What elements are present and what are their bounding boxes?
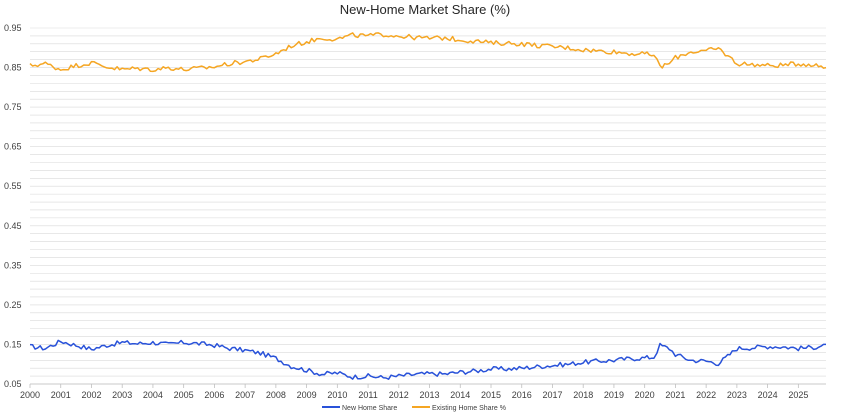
x-tick-label: 2003 [112, 390, 132, 400]
x-tick-label: 2013 [420, 390, 440, 400]
x-tick-label: 2015 [481, 390, 501, 400]
y-tick-label: 0.15 [4, 339, 22, 349]
x-tick-label: 2011 [358, 390, 377, 400]
x-tick-label: 2005 [174, 390, 194, 400]
x-tick-label: 2006 [204, 390, 224, 400]
x-tick-label: 2023 [727, 390, 747, 400]
x-tick-label: 2014 [450, 390, 470, 400]
x-tick-label: 2025 [788, 390, 808, 400]
x-tick-label: 2024 [758, 390, 778, 400]
x-tick-label: 2012 [389, 390, 409, 400]
x-tick-label: 2002 [81, 390, 101, 400]
y-tick-label: 0.85 [4, 63, 22, 73]
legend-label: New Home Share [342, 405, 397, 412]
y-tick-label: 0.95 [4, 23, 22, 33]
x-tick-label: 2007 [235, 390, 255, 400]
x-tick-label: 2022 [696, 390, 716, 400]
x-tick-label: 2018 [573, 390, 593, 400]
series-line-existing-home-share [29, 32, 827, 73]
series-line-new-home-share [29, 339, 826, 380]
x-tick-label: 2017 [542, 390, 562, 400]
x-axis: 2000 2001 2002 2003 2004 2005 2006 2007 2008 2009… [20, 383, 826, 400]
x-tick-label: 2000 [20, 390, 40, 400]
legend: New Home Share Existing Home Share % [322, 405, 506, 412]
chart-title: New-Home Market Share (%) [340, 2, 511, 17]
x-tick-label: 2004 [143, 390, 163, 400]
y-tick-label: 0.55 [4, 181, 22, 191]
y-tick-label: 0.45 [4, 221, 22, 231]
y-tick-label: 0.65 [4, 142, 22, 152]
grid-layer [30, 27, 826, 385]
y-tick-label: 0.05 [4, 379, 22, 389]
x-tick-label: 2010 [327, 390, 347, 400]
y-tick-label: 0.75 [4, 102, 22, 112]
x-tick-label: 2009 [297, 390, 317, 400]
legend-label: Existing Home Share % [432, 405, 506, 412]
x-tick-label: 2001 [51, 390, 71, 400]
y-axis: 0.05 0.15 0.25 0.35 0.45 0.55 0.65 0.75 0.85 0.95 [4, 23, 22, 389]
y-tick-label: 0.35 [4, 260, 22, 270]
x-tick-label: 2019 [604, 390, 624, 400]
y-tick-label: 0.25 [4, 300, 22, 310]
x-tick-label: 2008 [266, 390, 286, 400]
series-layer [29, 32, 827, 380]
x-tick-label: 2016 [512, 390, 532, 400]
x-tick-label: 2020 [635, 390, 655, 400]
x-tick-label: 2021 [665, 390, 685, 400]
